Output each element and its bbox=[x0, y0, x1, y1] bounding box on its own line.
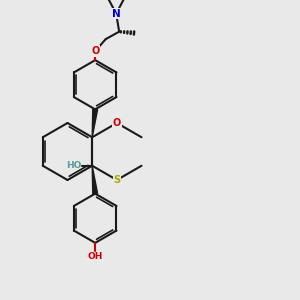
Polygon shape bbox=[92, 109, 98, 137]
Text: S: S bbox=[113, 175, 120, 185]
Polygon shape bbox=[92, 166, 98, 194]
Text: HO: HO bbox=[66, 161, 81, 170]
Text: N: N bbox=[112, 9, 121, 19]
Text: OH: OH bbox=[88, 253, 103, 261]
Text: O: O bbox=[113, 118, 121, 128]
Text: O: O bbox=[91, 46, 99, 56]
